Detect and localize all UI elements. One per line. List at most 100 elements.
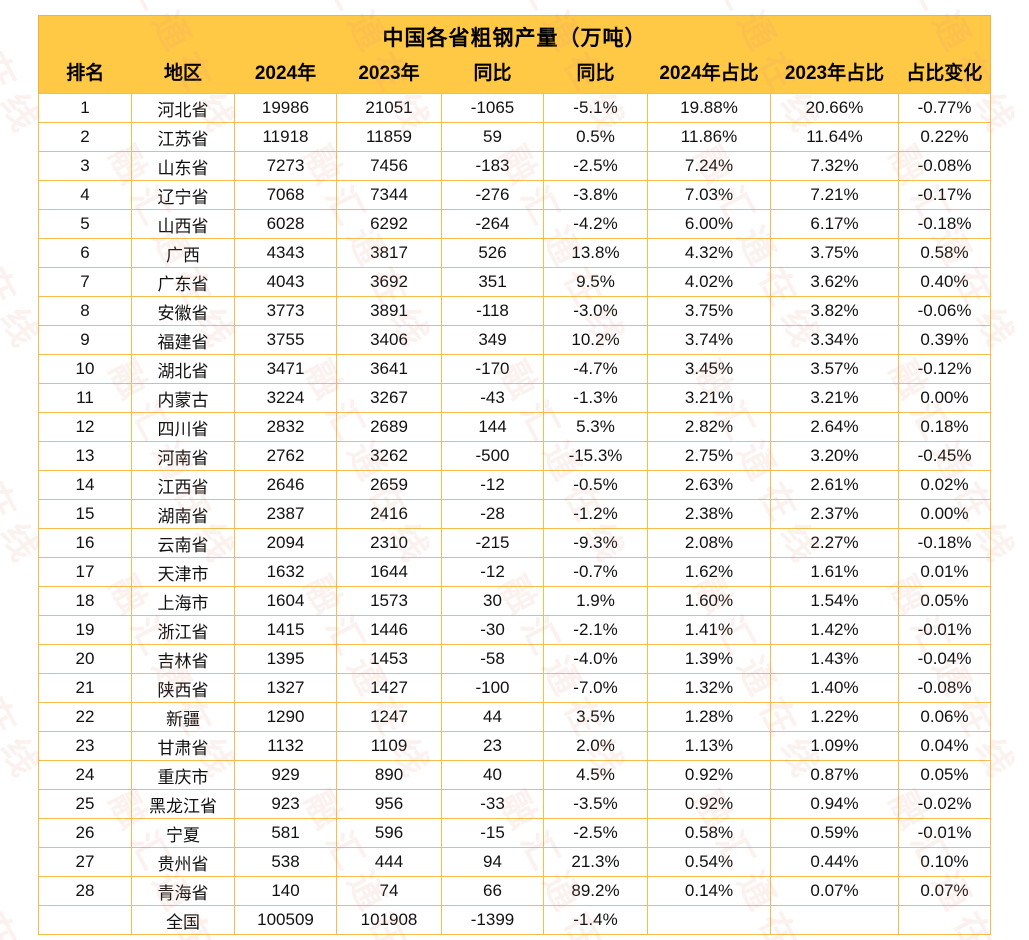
table-row: 4 辽宁省 7068 7344 -276 -3.8% 7.03% 7.21% -0.17% bbox=[38, 180, 992, 210]
table-row: 19 浙江省 1415 1446 -30 -2.1% 1.41% 1.42% -0.01% bbox=[38, 615, 992, 645]
total-row: 全国 100509 101908 -1399 -1.4% bbox=[38, 905, 992, 935]
cell: 581 bbox=[234, 818, 337, 848]
cell: 1.40% bbox=[770, 673, 899, 703]
column-header-8: 占比变化 bbox=[898, 53, 991, 94]
cell: 0.14% bbox=[647, 876, 771, 906]
cell: 天津市 bbox=[131, 557, 235, 587]
cell: 59 bbox=[441, 122, 544, 152]
cell: -33 bbox=[441, 789, 544, 819]
cell: 3.34% bbox=[770, 325, 899, 355]
cell: 江苏省 bbox=[131, 122, 235, 152]
cell: 0.06% bbox=[897, 702, 992, 732]
cell: 349 bbox=[441, 325, 544, 355]
cell: 1644 bbox=[336, 557, 442, 587]
cell: -4.7% bbox=[543, 354, 648, 384]
cell: 25 bbox=[38, 789, 132, 819]
cell: 1.54% bbox=[770, 586, 899, 616]
cell: 66 bbox=[441, 876, 544, 906]
cell: 1.41% bbox=[647, 615, 771, 645]
cell: 福建省 bbox=[131, 325, 235, 355]
cell: -0.02% bbox=[897, 789, 992, 819]
column-header-0: 排名 bbox=[38, 53, 132, 94]
cell: 7068 bbox=[234, 180, 337, 210]
cell: 3.75% bbox=[647, 296, 771, 326]
cell: 3.20% bbox=[770, 441, 899, 471]
cell: 1446 bbox=[336, 615, 442, 645]
cell: 11918 bbox=[234, 122, 337, 152]
cell: 0.58% bbox=[647, 818, 771, 848]
cell: 6.17% bbox=[770, 209, 899, 239]
cell: 0.05% bbox=[897, 760, 992, 790]
table-row: 10 湖北省 3471 3641 -170 -4.7% 3.45% 3.57% -0.12% bbox=[38, 354, 992, 384]
cell: -0.18% bbox=[897, 209, 992, 239]
cell: 8 bbox=[38, 296, 132, 326]
cell: 3755 bbox=[234, 325, 337, 355]
cell: -3.0% bbox=[543, 296, 648, 326]
cell: 2.27% bbox=[770, 528, 899, 558]
cell: 3773 bbox=[234, 296, 337, 326]
cell: 2659 bbox=[336, 470, 442, 500]
cell: 956 bbox=[336, 789, 442, 819]
cell: -3.8% bbox=[543, 180, 648, 210]
cell: 4 bbox=[38, 180, 132, 210]
table-title: 中国各省粗钢产量（万吨） bbox=[38, 15, 991, 53]
cell: 4.5% bbox=[543, 760, 648, 790]
cell: 9 bbox=[38, 325, 132, 355]
cell: 11 bbox=[38, 383, 132, 413]
cell: 144 bbox=[441, 412, 544, 442]
cell: 3.75% bbox=[770, 238, 899, 268]
column-header-1: 地区 bbox=[131, 53, 235, 94]
cell: -0.7% bbox=[543, 557, 648, 587]
cell: 3692 bbox=[336, 267, 442, 297]
cell: 140 bbox=[234, 876, 337, 906]
cell: 安徽省 bbox=[131, 296, 235, 326]
table-row: 21 陕西省 1327 1427 -100 -7.0% 1.32% 1.40% -0.08% bbox=[38, 673, 992, 703]
cell: -5.1% bbox=[543, 93, 648, 123]
cell: 11.64% bbox=[770, 122, 899, 152]
cell: 7456 bbox=[336, 151, 442, 181]
cell: 内蒙古 bbox=[131, 383, 235, 413]
cell: 吉林省 bbox=[131, 644, 235, 674]
table-row: 28 青海省 140 74 66 89.2% 0.14% 0.07% 0.07% bbox=[38, 876, 992, 906]
total-cell bbox=[770, 905, 899, 935]
table-row: 7 广东省 4043 3692 351 9.5% 4.02% 3.62% 0.40% bbox=[38, 267, 992, 297]
cell: 1395 bbox=[234, 644, 337, 674]
cell: 0.07% bbox=[770, 876, 899, 906]
cell: 重庆市 bbox=[131, 760, 235, 790]
cell: 6 bbox=[38, 238, 132, 268]
cell: 5 bbox=[38, 209, 132, 239]
cell: 7273 bbox=[234, 151, 337, 181]
total-cell: -1399 bbox=[441, 905, 544, 935]
cell: -2.5% bbox=[543, 818, 648, 848]
cell: 宁夏 bbox=[131, 818, 235, 848]
cell: 7 bbox=[38, 267, 132, 297]
cell: 4.02% bbox=[647, 267, 771, 297]
cell: 0.39% bbox=[897, 325, 992, 355]
cell: 广西 bbox=[131, 238, 235, 268]
table-row: 5 山西省 6028 6292 -264 -4.2% 6.00% 6.17% -0.18% bbox=[38, 209, 992, 239]
cell: -0.01% bbox=[897, 818, 992, 848]
cell: -1065 bbox=[441, 93, 544, 123]
cell: 1.42% bbox=[770, 615, 899, 645]
cell: 596 bbox=[336, 818, 442, 848]
cell: -100 bbox=[441, 673, 544, 703]
cell: 18 bbox=[38, 586, 132, 616]
cell: 0.05% bbox=[897, 586, 992, 616]
cell: -0.01% bbox=[897, 615, 992, 645]
cell: -0.5% bbox=[543, 470, 648, 500]
column-header-3: 2023年 bbox=[336, 53, 442, 94]
cell: 3.82% bbox=[770, 296, 899, 326]
cell: 0.01% bbox=[897, 557, 992, 587]
cell: 0.44% bbox=[770, 847, 899, 877]
cell: 2094 bbox=[234, 528, 337, 558]
table-row: 9 福建省 3755 3406 349 10.2% 3.74% 3.34% 0.39% bbox=[38, 325, 992, 355]
cell: 贵州省 bbox=[131, 847, 235, 877]
cell: 3406 bbox=[336, 325, 442, 355]
cell: 89.2% bbox=[543, 876, 648, 906]
cell: -7.0% bbox=[543, 673, 648, 703]
cell: 3.21% bbox=[770, 383, 899, 413]
cell: 23 bbox=[38, 731, 132, 761]
cell: 1247 bbox=[336, 702, 442, 732]
cell: 2.38% bbox=[647, 499, 771, 529]
cell: 44 bbox=[441, 702, 544, 732]
